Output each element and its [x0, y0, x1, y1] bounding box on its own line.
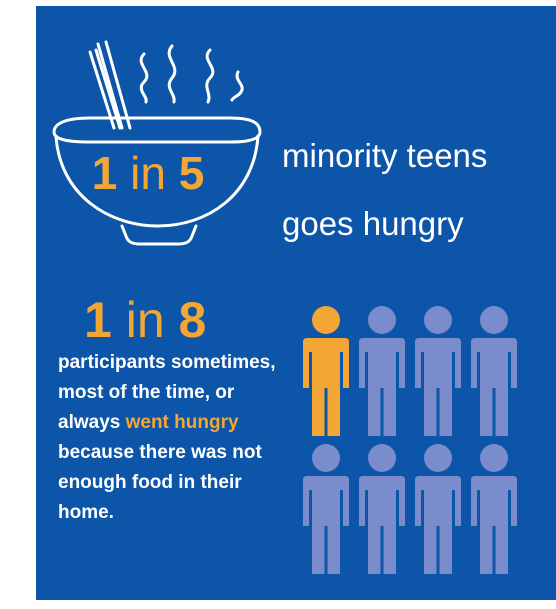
- steam-icon: [139, 52, 149, 104]
- bowl-rim: [52, 116, 262, 144]
- bowl-stat: 1 in 5: [50, 146, 246, 200]
- bowl-icon: [52, 40, 262, 246]
- bowl-body: [54, 134, 260, 228]
- stat2-description: participants sometimes, most of the time…: [58, 348, 294, 528]
- person-icon: [415, 306, 461, 436]
- person-icon: [471, 306, 517, 436]
- person-icon: [359, 444, 405, 574]
- chopstick-icon: [94, 48, 122, 130]
- stat2-heading: 1 in 8: [84, 291, 206, 349]
- stat2-in: in: [125, 292, 165, 348]
- stat1-num1: 1: [91, 147, 118, 199]
- person-icon: [415, 444, 461, 574]
- steam-icon: [205, 48, 215, 104]
- chopstick-icon: [96, 42, 124, 130]
- stat1-num2: 5: [178, 147, 205, 199]
- stat1-line1: minority teens: [282, 137, 488, 174]
- bowl-foot: [120, 224, 198, 246]
- bowl-graphic: 1 in 5: [50, 36, 270, 251]
- stat2-num2: 8: [178, 292, 207, 348]
- steam-icon: [167, 44, 177, 104]
- person-icon: [471, 444, 517, 574]
- stat1-line2: goes hungry: [282, 205, 464, 242]
- person-icon: [303, 444, 349, 574]
- chopstick-icon: [104, 40, 132, 130]
- person-icon: [303, 306, 349, 436]
- stat2-body-after: because there was not enough food in the…: [58, 442, 262, 523]
- chopstick-icon: [88, 50, 116, 130]
- stat1-in: in: [130, 147, 166, 199]
- steam-icon: [230, 70, 244, 102]
- stat2-highlight: went hungry: [125, 412, 239, 433]
- people-grid: [303, 306, 517, 574]
- infographic-panel: 1 in 5 minority teens goes hungry 1 in 8…: [36, 6, 556, 600]
- stat2-num1: 1: [84, 292, 112, 348]
- stat1-caption: minority teens goes hungry: [282, 122, 487, 258]
- stat2-body-before: participants sometimes, most of the time…: [58, 352, 276, 433]
- person-icon: [359, 306, 405, 436]
